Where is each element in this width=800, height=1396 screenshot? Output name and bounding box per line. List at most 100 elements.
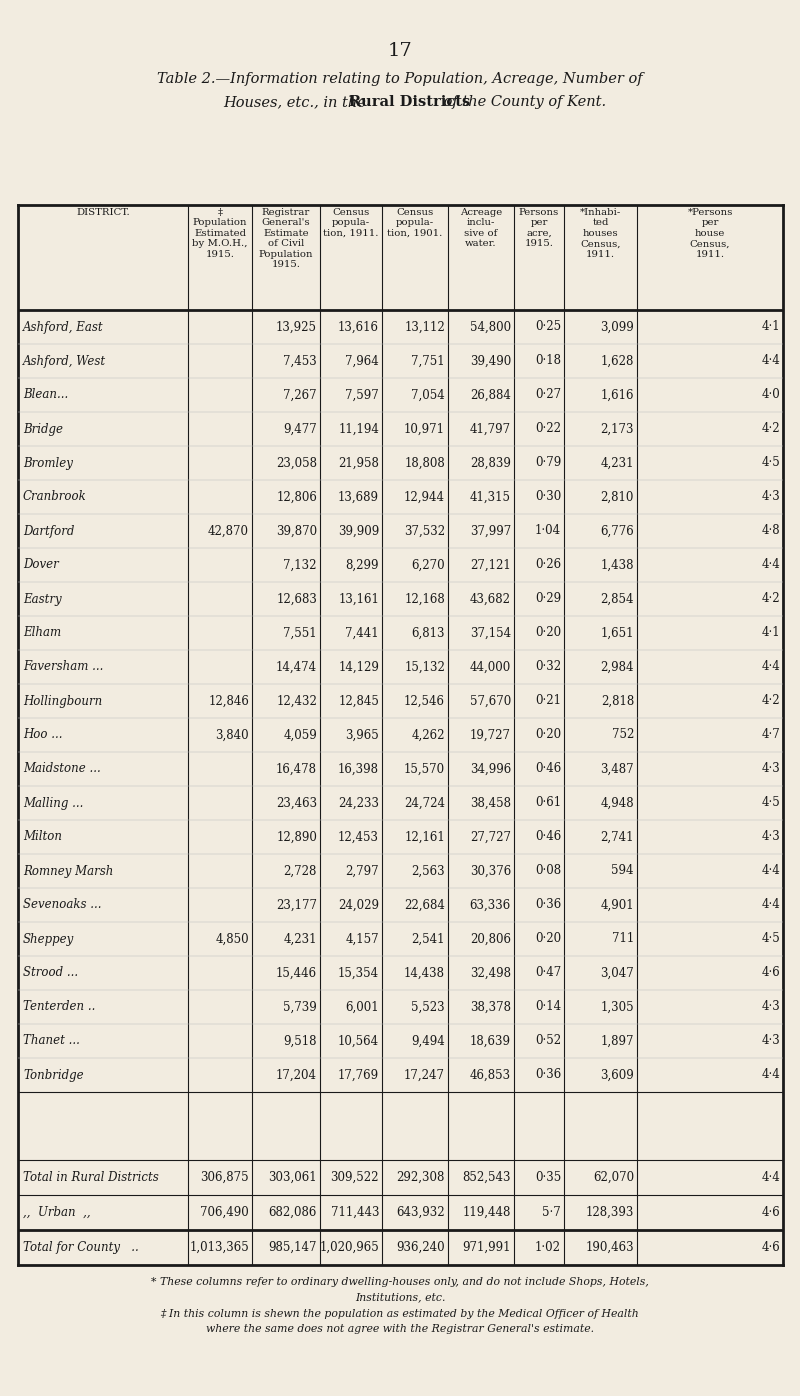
Text: 0·20: 0·20 (535, 627, 561, 639)
Text: 594: 594 (611, 864, 634, 878)
Text: 9,477: 9,477 (283, 423, 317, 436)
Text: 6,001: 6,001 (346, 1001, 379, 1013)
Text: 3,099: 3,099 (600, 321, 634, 334)
Text: 711: 711 (612, 933, 634, 945)
Text: 5,523: 5,523 (411, 1001, 445, 1013)
Text: 39,870: 39,870 (276, 525, 317, 537)
Text: 7,551: 7,551 (283, 627, 317, 639)
Text: 2,741: 2,741 (601, 831, 634, 843)
Text: 4·5: 4·5 (762, 456, 780, 469)
Text: Sheppey: Sheppey (23, 933, 74, 945)
Text: Total for County   ..: Total for County .. (23, 1241, 138, 1254)
Text: 6,776: 6,776 (600, 525, 634, 537)
Text: 0·08: 0·08 (535, 864, 561, 878)
Text: 26,884: 26,884 (470, 388, 511, 402)
Text: 10,564: 10,564 (338, 1034, 379, 1047)
Text: 39,490: 39,490 (470, 355, 511, 367)
Text: 1,013,365: 1,013,365 (190, 1241, 249, 1254)
Text: Dartford: Dartford (23, 525, 74, 537)
Text: 12,806: 12,806 (276, 490, 317, 504)
Text: 5·7: 5·7 (542, 1206, 561, 1219)
Text: Persons
per
acre,
1915.: Persons per acre, 1915. (519, 208, 559, 248)
Text: 3,047: 3,047 (600, 966, 634, 980)
Text: 4·1: 4·1 (762, 627, 780, 639)
Text: Milton: Milton (23, 831, 62, 843)
Text: 128,393: 128,393 (586, 1206, 634, 1219)
Text: 306,875: 306,875 (200, 1171, 249, 1184)
Text: Institutions, etc.: Institutions, etc. (354, 1293, 446, 1302)
Text: *Persons
per
house
Census,
1911.: *Persons per house Census, 1911. (687, 208, 733, 258)
Text: 0·46: 0·46 (534, 762, 561, 776)
Text: 7,964: 7,964 (346, 355, 379, 367)
Text: 2,818: 2,818 (601, 694, 634, 708)
Text: 292,308: 292,308 (397, 1171, 445, 1184)
Text: 0·30: 0·30 (534, 490, 561, 504)
Text: 4,059: 4,059 (283, 729, 317, 741)
Text: 4·6: 4·6 (762, 1241, 780, 1254)
Text: 4·4: 4·4 (762, 660, 780, 673)
Text: 14,129: 14,129 (338, 660, 379, 673)
Text: 24,029: 24,029 (338, 899, 379, 912)
Text: 0·35: 0·35 (534, 1171, 561, 1184)
Text: 23,177: 23,177 (276, 899, 317, 912)
Text: Cranbrook: Cranbrook (23, 490, 86, 504)
Text: 0·36: 0·36 (534, 1068, 561, 1082)
Text: 42,870: 42,870 (208, 525, 249, 537)
Text: ,,  Urban  ,,: ,, Urban ,, (23, 1206, 90, 1219)
Text: 2,173: 2,173 (601, 423, 634, 436)
Text: 12,845: 12,845 (338, 694, 379, 708)
Text: 4·3: 4·3 (762, 1001, 780, 1013)
Text: 37,532: 37,532 (404, 525, 445, 537)
Text: 23,463: 23,463 (276, 797, 317, 810)
Text: 4·3: 4·3 (762, 490, 780, 504)
Text: 17: 17 (388, 42, 412, 60)
Text: Sevenoaks ...: Sevenoaks ... (23, 899, 102, 912)
Text: Total in Rural Districts: Total in Rural Districts (23, 1171, 158, 1184)
Text: 54,800: 54,800 (470, 321, 511, 334)
Text: 38,458: 38,458 (470, 797, 511, 810)
Text: 13,689: 13,689 (338, 490, 379, 504)
Text: 10,971: 10,971 (404, 423, 445, 436)
Text: Tenterden ..: Tenterden .. (23, 1001, 95, 1013)
Text: 0·52: 0·52 (535, 1034, 561, 1047)
Text: 4·0: 4·0 (762, 388, 780, 402)
Text: 0·47: 0·47 (534, 966, 561, 980)
Text: Strood ...: Strood ... (23, 966, 78, 980)
Text: 21,958: 21,958 (338, 456, 379, 469)
Text: 4·2: 4·2 (762, 423, 780, 436)
Text: 0·18: 0·18 (535, 355, 561, 367)
Text: 12,890: 12,890 (276, 831, 317, 843)
Text: 2,984: 2,984 (601, 660, 634, 673)
Text: 6,270: 6,270 (411, 558, 445, 571)
Text: 4,262: 4,262 (411, 729, 445, 741)
Text: 1·04: 1·04 (535, 525, 561, 537)
Text: 9,494: 9,494 (411, 1034, 445, 1047)
Text: 4·3: 4·3 (762, 831, 780, 843)
Text: 12,432: 12,432 (276, 694, 317, 708)
Text: 0·61: 0·61 (535, 797, 561, 810)
Text: 12,453: 12,453 (338, 831, 379, 843)
Text: 1,628: 1,628 (601, 355, 634, 367)
Text: Bridge: Bridge (23, 423, 63, 436)
Text: ‡
Population
Estimated
by M.O.H.,
1915.: ‡ Population Estimated by M.O.H., 1915. (192, 208, 248, 258)
Text: 37,997: 37,997 (470, 525, 511, 537)
Text: 0·79: 0·79 (534, 456, 561, 469)
Text: 1,616: 1,616 (601, 388, 634, 402)
Text: 190,463: 190,463 (586, 1241, 634, 1254)
Text: Romney Marsh: Romney Marsh (23, 864, 114, 878)
Text: 4·5: 4·5 (762, 933, 780, 945)
Text: Rural Districts: Rural Districts (349, 95, 470, 109)
Text: Malling ...: Malling ... (23, 797, 83, 810)
Text: 27,727: 27,727 (470, 831, 511, 843)
Text: 0·46: 0·46 (534, 831, 561, 843)
Text: 0·22: 0·22 (535, 423, 561, 436)
Text: Tonbridge: Tonbridge (23, 1068, 84, 1082)
Text: Faversham ...: Faversham ... (23, 660, 103, 673)
Text: 4·4: 4·4 (762, 899, 780, 912)
Text: 752: 752 (612, 729, 634, 741)
Text: 13,616: 13,616 (338, 321, 379, 334)
Text: 2,563: 2,563 (411, 864, 445, 878)
Text: Blean...: Blean... (23, 388, 68, 402)
Text: Census
popula-
tion, 1901.: Census popula- tion, 1901. (387, 208, 442, 237)
Text: 28,839: 28,839 (470, 456, 511, 469)
